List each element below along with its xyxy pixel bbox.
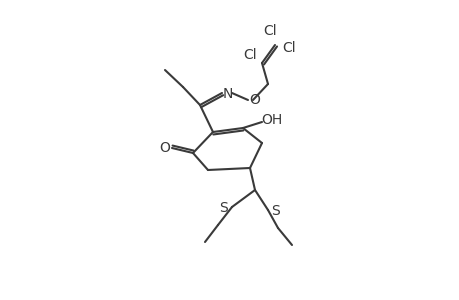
- Text: S: S: [271, 204, 280, 218]
- Text: Cl: Cl: [243, 48, 256, 62]
- Text: OH: OH: [261, 113, 282, 127]
- Text: S: S: [219, 201, 228, 215]
- Text: Cl: Cl: [281, 41, 295, 55]
- Text: Cl: Cl: [263, 24, 276, 38]
- Text: O: O: [159, 141, 170, 155]
- Text: N: N: [222, 87, 233, 101]
- Text: O: O: [249, 93, 260, 107]
